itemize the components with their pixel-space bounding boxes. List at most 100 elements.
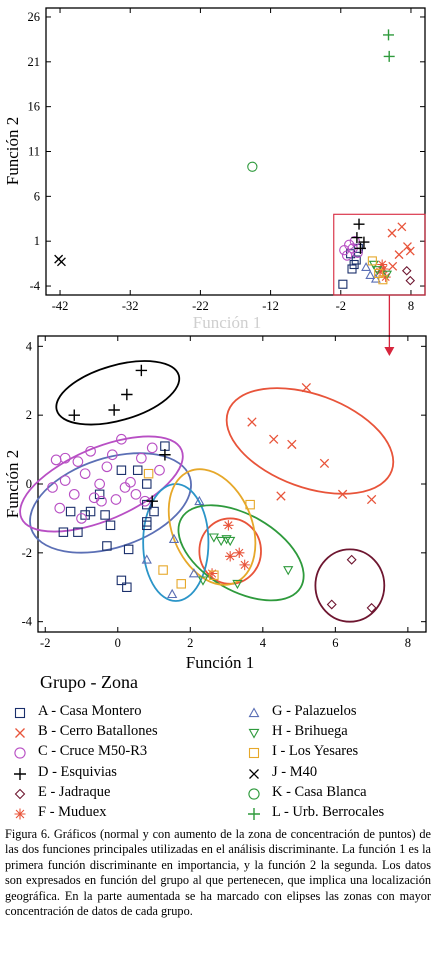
point-c-cruce-m50-r3	[68, 488, 80, 500]
point-h-brihuega	[382, 270, 393, 280]
point-b-cerro-batallones	[276, 491, 286, 501]
point-f-muduex	[223, 520, 234, 531]
legend-marker	[248, 788, 260, 800]
zoom-arrow-head	[384, 347, 395, 356]
point-c-cruce-m50-r3	[47, 482, 58, 493]
point-a-casa-montero	[122, 582, 132, 593]
point-e-jadraque	[366, 602, 377, 613]
legend-label: A - Casa Montero	[38, 703, 142, 719]
point-f-muduex	[375, 266, 386, 277]
point-b-cerro-batallones	[337, 489, 348, 499]
ellipse-group-e	[314, 548, 386, 623]
point-d-esquivias	[68, 409, 80, 421]
point-i-los-yesares	[176, 579, 186, 589]
zoomed-x-tick-label: 0	[115, 636, 121, 650]
point-c-cruce-m50-r3	[72, 456, 84, 467]
figure-caption: Figura 6. Gráficos (normal y con aumento…	[5, 827, 431, 919]
point-a-casa-montero	[105, 520, 116, 531]
point-c-cruce-m50-r3	[344, 239, 355, 250]
point-d-esquivias	[351, 232, 363, 244]
overview-y-tick-label: 16	[28, 100, 41, 114]
point-a-casa-montero	[85, 506, 96, 517]
overview-plot-frame	[45, 7, 426, 296]
overview-y-tick-label: 11	[28, 145, 40, 159]
legend-marker	[249, 768, 259, 779]
point-c-cruce-m50-r3	[101, 461, 113, 473]
point-i-los-yesares	[378, 275, 388, 285]
overview-x-tick-label: -22	[192, 299, 209, 313]
point-e-jadraque	[405, 275, 416, 286]
legend-label: E - Jadraque	[38, 783, 111, 800]
legend-marker	[14, 707, 26, 719]
legend-marker-x-icon	[15, 728, 25, 739]
point-a-casa-montero	[349, 259, 359, 270]
point-c-cruce-m50-r3	[119, 482, 131, 493]
zoomed-y-tick-label: 0	[26, 477, 32, 491]
legend-marker-x-icon	[249, 768, 259, 779]
point-e-jadraque	[346, 554, 357, 565]
legend-marker-square-icon	[14, 707, 26, 719]
legend-marker	[248, 748, 260, 759]
point-h-brihuega	[208, 533, 220, 543]
point-c-cruce-m50-r3	[59, 452, 71, 464]
point-c-cruce-m50-r3	[79, 468, 91, 480]
point-a-casa-montero	[58, 527, 69, 537]
point-d-esquivias	[353, 218, 365, 230]
point-c-cruce-m50-r3	[135, 452, 147, 464]
zoomed-x-axis-label: Función 1	[186, 653, 254, 672]
overview-y-tick-label: 26	[28, 10, 41, 24]
point-d-esquivias	[108, 404, 120, 416]
zoom-connector	[333, 213, 426, 356]
legend-marker	[14, 747, 26, 760]
point-c-cruce-m50-r3	[146, 442, 158, 454]
legend-marker-plus-icon	[248, 808, 260, 820]
point-b-cerro-batallones	[402, 242, 412, 252]
legend-title: Grupo - Zona	[40, 672, 138, 692]
legend-marker-triangle-up-icon	[248, 707, 260, 718]
point-b-cerro-batallones	[394, 250, 404, 260]
point-b-cerro-batallones	[387, 228, 397, 238]
overview-x-tick-label: -32	[122, 299, 139, 313]
point-g-palazuelos	[188, 568, 200, 578]
legend: A - Casa Montero B - Cerro Batallones C - …	[0, 703, 437, 823]
legend-marker-circle-icon	[248, 788, 260, 800]
point-c-cruce-m50-r3	[116, 433, 127, 445]
zoomed-x-tick-label: 2	[187, 636, 193, 650]
legend-marker	[14, 767, 26, 780]
legend-marker	[248, 808, 260, 820]
point-j-m40	[56, 257, 66, 267]
legend-label: B - Cerro Batallones	[38, 723, 158, 740]
point-a-casa-montero	[102, 541, 112, 551]
overview-data-points	[54, 29, 416, 289]
point-i-los-yesares	[209, 570, 219, 580]
point-h-brihuega	[225, 536, 236, 547]
point-g-palazuelos	[167, 588, 178, 599]
overview-x-tick-label: -2	[336, 299, 346, 313]
point-b-cerro-batallones	[287, 439, 297, 450]
point-l-urb-berrocales	[383, 29, 395, 41]
point-g-palazuelos	[194, 495, 205, 506]
legend-marker-asterisk-icon	[14, 808, 26, 820]
ellipse-group-d	[55, 360, 181, 426]
zoomed-scatter-chart: -2 0 2 4 6 8 -4 -2 0 2 4 Función 1 Función 2	[3, 335, 427, 672]
point-h-brihuega	[372, 266, 383, 276]
point-c-cruce-m50-r3	[110, 494, 122, 505]
point-a-casa-montero	[80, 510, 90, 520]
overview-x-tick-label: 8	[408, 299, 414, 313]
point-a-casa-montero	[94, 489, 105, 500]
legend-label: G - Palazuelos	[272, 703, 357, 719]
zoomed-y-tick-label: -2	[22, 546, 32, 560]
point-d-esquivias	[354, 242, 366, 254]
point-a-casa-montero	[123, 544, 134, 555]
point-a-casa-montero	[73, 527, 83, 537]
ellipse-group-a-c	[29, 452, 192, 554]
point-c-cruce-m50-r3	[106, 449, 118, 461]
point-g-palazuelos	[141, 554, 152, 564]
point-b-cerro-batallones	[397, 222, 407, 232]
point-h-brihuega	[232, 579, 243, 590]
legend-marker-diamond-icon	[14, 788, 26, 800]
overview-x-tick-label: -42	[52, 299, 69, 313]
point-a-casa-montero	[116, 575, 127, 586]
point-a-casa-montero	[65, 506, 76, 517]
